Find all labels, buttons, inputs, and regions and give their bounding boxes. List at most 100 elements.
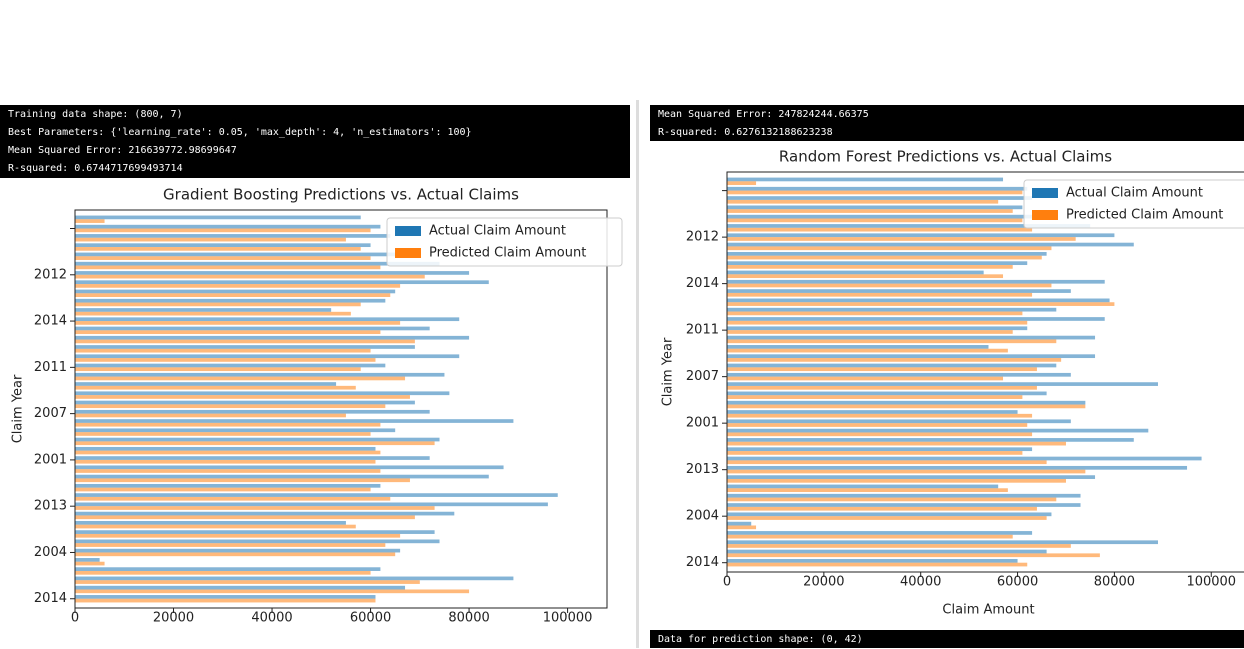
bar [75, 589, 470, 594]
y-tick-label: 2007 [686, 369, 719, 384]
bar [727, 372, 1071, 377]
bar [75, 330, 381, 335]
y-tick-label: 2004 [686, 509, 719, 524]
bar [75, 395, 410, 399]
bar [727, 177, 1004, 182]
bar [75, 321, 401, 325]
bar [75, 459, 376, 464]
legend-box [1023, 179, 1244, 229]
y-tick-label: 2014 [34, 314, 67, 329]
bar [75, 558, 100, 562]
bar [75, 409, 430, 414]
bar [75, 520, 346, 525]
console-line: Training data shape: (800, 7) [8, 109, 183, 120]
bar [727, 348, 1008, 353]
legend-box [386, 217, 623, 267]
bar [75, 567, 381, 571]
bar [727, 391, 1047, 396]
bar [727, 237, 1076, 241]
x-tick-label: 80000 [448, 611, 489, 626]
y-tick-label: 2014 [34, 591, 67, 606]
bar [727, 544, 1071, 548]
bar [727, 218, 1023, 223]
legend-label: Actual Claim Amount [1066, 186, 1203, 201]
console-line: Mean Squared Error: 216639772.98699647 [8, 145, 237, 156]
bar [75, 308, 332, 312]
bar [727, 395, 1023, 399]
x-tick-label: 40000 [900, 575, 941, 590]
bar [727, 311, 1023, 316]
console-output: Mean Squared Error: 247824244.66375 R-squ… [650, 105, 1244, 141]
x-tick-label: 60000 [350, 611, 391, 626]
y-tick-label: 2011 [686, 323, 719, 338]
x-tick-label: 100000 [543, 611, 593, 626]
console-line: Best Parameters: {'learning_rate': 0.05,… [8, 127, 472, 138]
bar [75, 372, 445, 377]
bar [727, 261, 1028, 266]
bar [727, 451, 1023, 455]
bar [75, 487, 371, 492]
bar [75, 552, 396, 557]
legend-swatch [395, 226, 421, 236]
bar [75, 543, 386, 547]
bar [727, 432, 1033, 437]
bar [75, 385, 356, 390]
bar [727, 205, 1023, 210]
console-line: R-squared: 0.6276132188623238 [658, 127, 833, 138]
y-tick-label: 2007 [34, 406, 67, 421]
console-line: R-squared: 0.6744717699493714 [8, 163, 183, 174]
legend-label: Predicted Claim Amount [1066, 208, 1223, 223]
bar [75, 446, 376, 451]
bar [75, 367, 361, 372]
bar [75, 530, 435, 534]
x-tick-label: 0 [723, 575, 731, 590]
bar [727, 534, 1013, 539]
bar [727, 298, 1110, 303]
chart-title: Random Forest Predictions vs. Actual Cla… [779, 148, 1112, 166]
chart: Gradient Boosting Predictions vs. Actual… [0, 178, 630, 630]
bar [75, 585, 406, 590]
axes-frame [74, 209, 608, 609]
bar [75, 289, 396, 294]
bar [727, 227, 1033, 232]
legend-label: Actual Claim Amount [429, 224, 566, 239]
bar [727, 469, 1086, 474]
bar [727, 493, 1081, 498]
bar [75, 437, 440, 442]
bar [75, 284, 401, 288]
console-line: Mean Squared Error: 247824244.66375 [658, 109, 869, 120]
chart: Random Forest Predictions vs. Actual Cla… [650, 141, 1244, 630]
bar [727, 233, 1115, 238]
bar [75, 511, 455, 516]
bar [727, 478, 1066, 483]
legend-swatch [1032, 188, 1058, 198]
bar [727, 521, 752, 526]
y-tick-label: 2013 [34, 499, 67, 514]
bar [75, 252, 396, 257]
bar [727, 456, 1202, 461]
bar [75, 348, 371, 353]
y-tick-label: 2013 [686, 462, 719, 477]
bar [727, 540, 1158, 545]
bar [75, 247, 361, 251]
bar [75, 474, 489, 479]
y-tick-label: 2004 [34, 545, 67, 560]
bar [75, 506, 435, 510]
bar [75, 561, 105, 566]
bar [727, 553, 1100, 558]
bar [75, 237, 346, 242]
bar [727, 465, 1188, 470]
y-axis-label: Claim Year [661, 337, 676, 406]
bar [75, 382, 337, 386]
bar [727, 404, 1086, 409]
bar [75, 326, 430, 331]
bar [75, 354, 460, 359]
y-axis-label: Claim Year [11, 374, 26, 443]
bar [75, 243, 371, 248]
bar [727, 385, 1037, 390]
bar [727, 423, 1028, 427]
y-tick-label: 2012 [34, 267, 67, 282]
bar [75, 469, 381, 473]
bar [727, 400, 1086, 405]
